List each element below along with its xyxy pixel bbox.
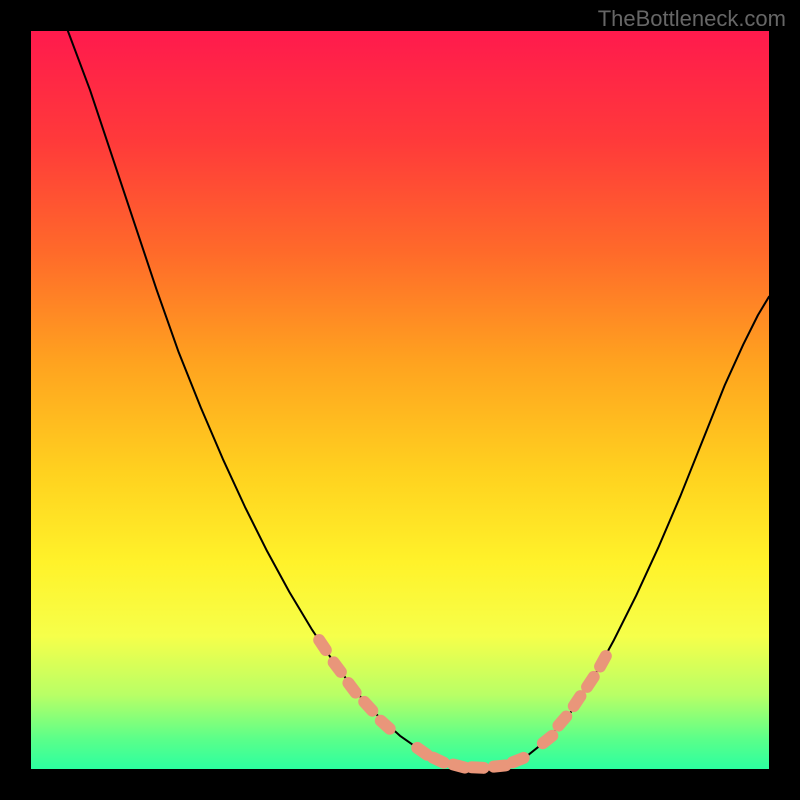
plot-background xyxy=(31,31,769,769)
curve-marker xyxy=(465,761,490,774)
figure-root: TheBottleneck.com xyxy=(0,0,800,800)
chart-svg xyxy=(0,0,800,800)
